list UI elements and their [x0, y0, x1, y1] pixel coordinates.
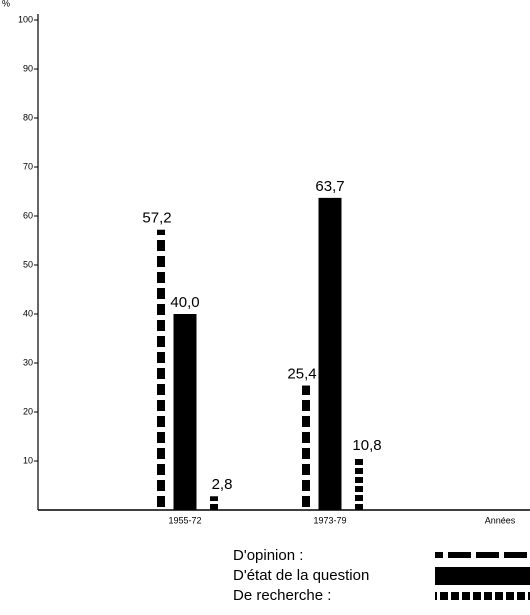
y-tick-label: 90 — [23, 63, 33, 73]
y-tick-label: 20 — [23, 406, 33, 416]
y-tick-label: 10 — [23, 455, 33, 465]
value-label: 63,7 — [315, 178, 344, 195]
legend-swatch — [435, 552, 530, 560]
y-tick-label: 30 — [23, 357, 33, 367]
bar — [302, 385, 310, 510]
bar — [355, 457, 363, 510]
bar — [318, 197, 342, 510]
x-tick-label: 1973-79 — [313, 515, 346, 525]
x-tick-label: 1955-72 — [168, 515, 201, 525]
legend-swatch — [435, 592, 530, 600]
legend-label: D'opinion : — [233, 547, 303, 564]
value-label: 57,2 — [142, 210, 171, 227]
value-label: 40,0 — [170, 294, 199, 311]
bar — [210, 496, 218, 510]
y-tick-label: 100 — [18, 14, 33, 24]
y-tick-label: 70 — [23, 161, 33, 171]
y-tick-label: 40 — [23, 308, 33, 318]
bar — [157, 229, 165, 510]
bar — [173, 314, 197, 510]
value-label: 2,8 — [212, 476, 233, 493]
value-label: 25,4 — [287, 366, 316, 383]
y-tick-label: 60 — [23, 210, 33, 220]
y-axis-label: % — [2, 0, 10, 8]
legend-label: De recherche : — [233, 587, 331, 604]
legend-label: D'état de la question — [233, 567, 369, 584]
x-axis-label: Années — [485, 515, 516, 525]
y-tick-label: 50 — [23, 259, 33, 269]
legend-swatch — [435, 567, 530, 585]
y-tick-label: 80 — [23, 112, 33, 122]
value-label: 10,8 — [352, 437, 381, 454]
